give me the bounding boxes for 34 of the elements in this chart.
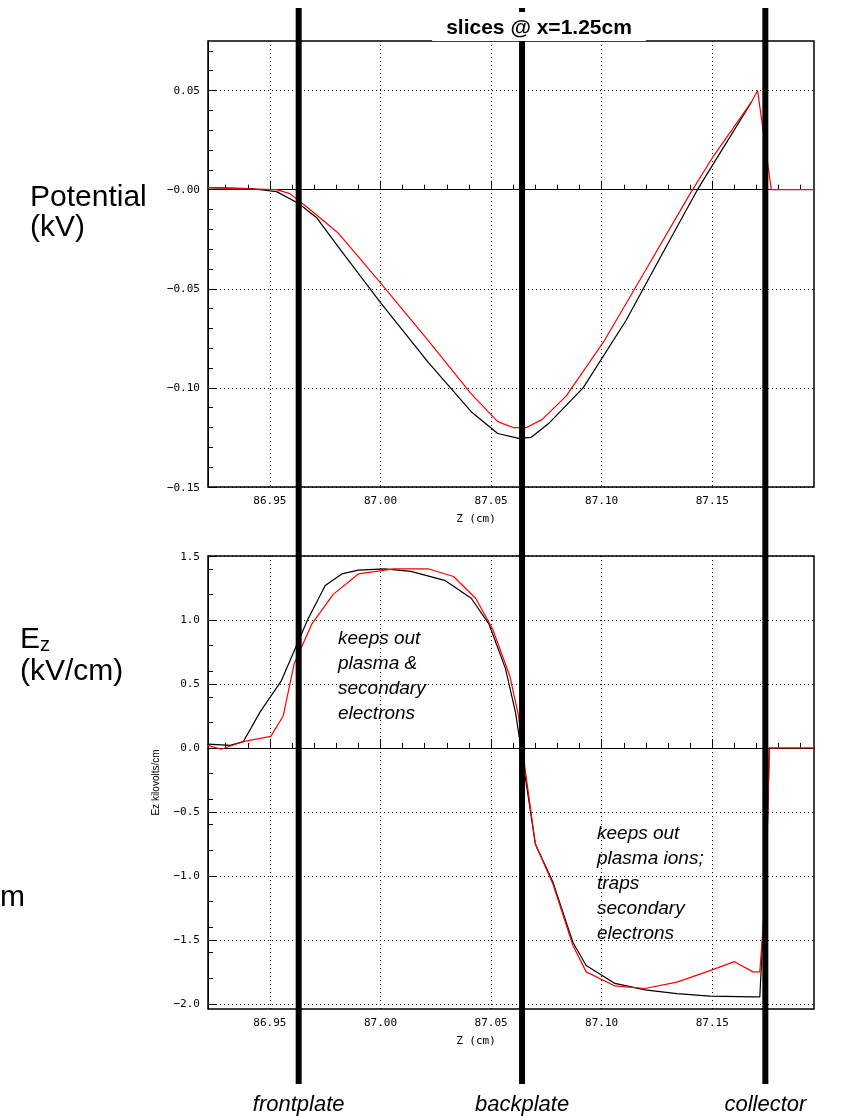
x-tick-label: 86.95 xyxy=(253,1016,287,1029)
y-tick-label: −0.15 xyxy=(166,480,200,494)
y-tick-label: −0.5 xyxy=(173,805,200,819)
x-tick-label: 87.00 xyxy=(363,1016,398,1029)
text: m xyxy=(0,878,25,912)
x-axis-title: Z (cm) xyxy=(456,512,496,525)
y-tick-label: −0.00 xyxy=(166,183,200,197)
annotation: keeps out plasma ions; traps secondary electrons xyxy=(596,822,704,943)
y-tick-label: 0.05 xyxy=(173,84,200,98)
x-tick-label: 87.15 xyxy=(695,1016,729,1029)
x-tick-label: 87.15 xyxy=(695,494,729,507)
y-axis-title: Potential (kV) xyxy=(30,178,147,242)
y-tick-label: −0.05 xyxy=(166,282,200,296)
y-tick-label: 1.5 xyxy=(180,549,200,563)
y-tick-label: −1.5 xyxy=(173,933,200,947)
x-tick-label: 87.00 xyxy=(363,494,398,507)
y-tick-label: −2.0 xyxy=(173,997,200,1011)
x-tick-label: 87.05 xyxy=(474,494,508,507)
y-tick-label: −1.0 xyxy=(173,869,200,883)
ref-line-label: collector xyxy=(724,1090,808,1116)
y-axis-title: Ez kilovolts/cm xyxy=(149,749,161,816)
annotation: keeps out plasma & secondary electrons xyxy=(337,627,428,723)
x-tick-label: 87.05 xyxy=(474,1016,508,1029)
chart-title: slices @ x=1.25cm xyxy=(446,15,632,38)
y-tick-label: 1.0 xyxy=(180,613,200,627)
y-tick-label: 0.0 xyxy=(180,741,200,755)
x-tick-label: 87.10 xyxy=(585,1016,619,1029)
y-tick-label: −0.10 xyxy=(166,381,200,395)
ref-line-label: backplate xyxy=(474,1090,570,1116)
x-axis-title: Z (cm) xyxy=(456,1034,496,1047)
x-tick-label: 87.10 xyxy=(585,494,619,507)
y-tick-label: 0.5 xyxy=(180,677,200,691)
x-tick-label: 86.95 xyxy=(253,494,287,507)
ref-line-label: frontplate xyxy=(252,1090,345,1116)
